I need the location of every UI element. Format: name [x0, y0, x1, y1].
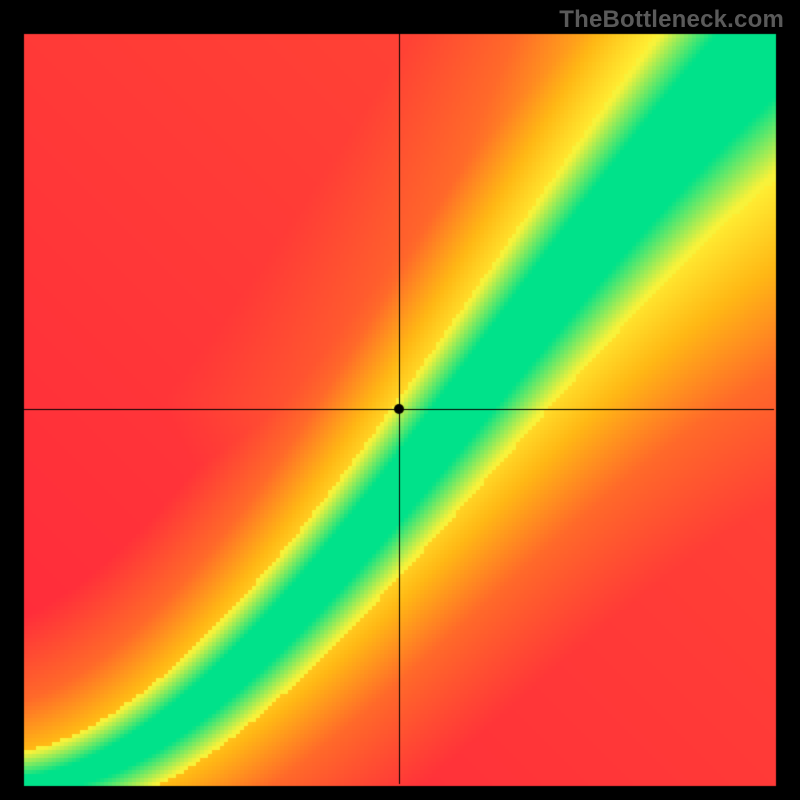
chart-container: TheBottleneck.com [0, 0, 800, 800]
watermark-text: TheBottleneck.com [559, 6, 784, 34]
bottleneck-heatmap [0, 0, 800, 800]
